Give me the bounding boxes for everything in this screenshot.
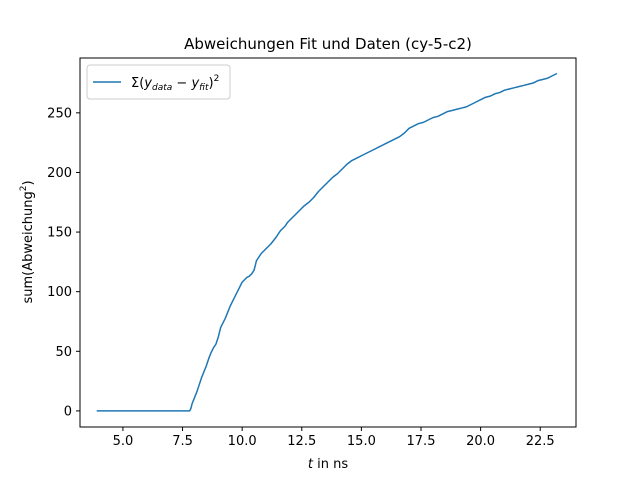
chart-title: Abweichungen Fit und Daten (cy-5-c2) [184, 35, 472, 53]
y-tick-label: 250 [47, 106, 72, 121]
y-axis-label-close: ) [21, 180, 36, 185]
y-tick-label: 200 [47, 166, 72, 181]
x-axis-label: t in ns [308, 457, 348, 472]
x-tick-label: 5.0 [113, 434, 134, 449]
legend-entry-label: Σ(ydata − yfit)2 [131, 74, 219, 93]
legend-sub-data: data [152, 83, 172, 93]
x-tick-label: 10.0 [228, 434, 257, 449]
plot-frame [79, 57, 577, 428]
x-axis-ticks: 5.0 7.5 10.0 12.5 15.0 17.5 20.0 22.5 [113, 427, 555, 449]
series-line-0 [96, 72, 558, 412]
legend-minus: − [172, 76, 191, 91]
x-axis-label-unit: in ns [313, 457, 348, 472]
series-layer [96, 72, 558, 412]
legend-y-fit: y [190, 76, 199, 91]
legend-sigma: Σ( [131, 76, 144, 91]
legend-close: ) [209, 76, 214, 91]
y-tick-label: 50 [55, 345, 72, 360]
x-tick-label: 17.5 [407, 434, 436, 449]
y-axis-label-base: sum(Abweichung [21, 191, 36, 303]
y-tick-label: 100 [47, 285, 72, 300]
y-axis-label-sup: 2 [19, 186, 29, 192]
legend-box [86, 64, 231, 100]
x-tick-label: 20.0 [466, 434, 495, 449]
y-tick-label: 150 [47, 226, 72, 241]
y-axis-label: sum(Abweichung2) [19, 180, 36, 303]
legend-sub-fit: fit [199, 83, 209, 93]
y-axis-ticks: 0 50 100 150 200 250 [47, 106, 80, 419]
legend: Σ(ydata − yfit)2 [86, 64, 231, 100]
x-tick-label: 22.5 [526, 434, 555, 449]
y-tick-label: 0 [64, 404, 72, 419]
legend-sup: 2 [214, 74, 220, 84]
plot-area [79, 57, 577, 428]
x-tick-label: 12.5 [287, 434, 316, 449]
x-axis-label-var: t [308, 457, 314, 472]
legend-y-data: y [143, 76, 152, 91]
x-tick-label: 15.0 [347, 434, 376, 449]
x-tick-label: 7.5 [172, 434, 193, 449]
